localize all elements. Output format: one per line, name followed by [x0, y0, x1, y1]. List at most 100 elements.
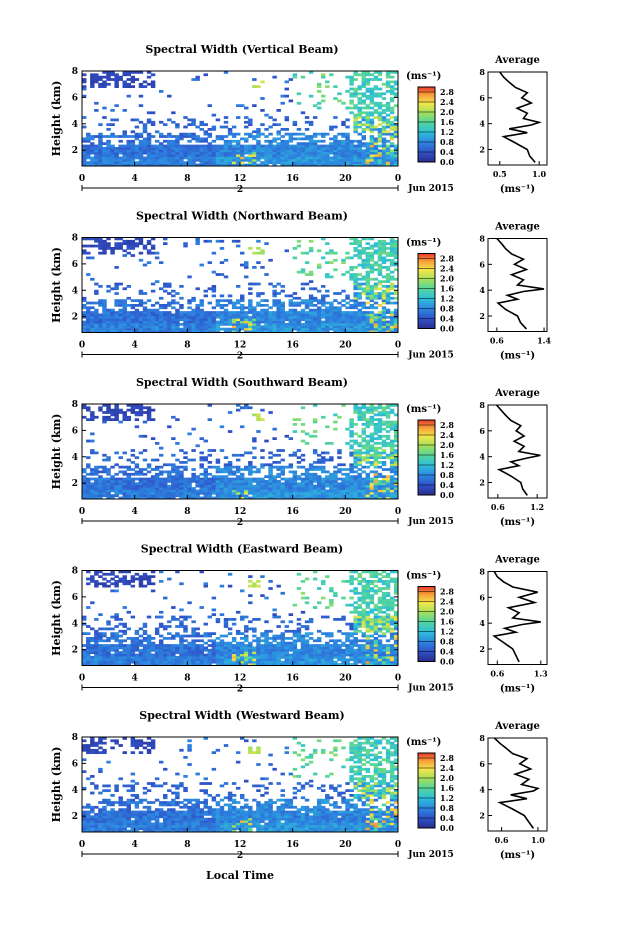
heatmap-cell — [260, 634, 265, 638]
heatmap-cell — [353, 294, 358, 298]
heatmap-cell — [353, 442, 358, 445]
heatmap-cell — [138, 330, 144, 333]
heatmap-cell — [195, 660, 200, 664]
heatmap-cell — [280, 484, 285, 488]
heatmap-cell — [321, 161, 326, 165]
heatmap-cell — [223, 663, 229, 666]
heatmap-cell — [142, 158, 148, 162]
heatmap-cell — [138, 494, 144, 498]
heatmap-cell — [385, 411, 391, 414]
heatmap-cell — [179, 639, 184, 643]
heatmap-cell — [98, 330, 103, 333]
heatmap-cell — [150, 244, 156, 248]
heatmap-cell — [264, 311, 269, 314]
heatmap-cell — [126, 156, 132, 160]
heatmap-cell — [98, 648, 103, 652]
heatmap-cell — [389, 315, 395, 319]
heatmap-cell — [82, 144, 87, 148]
heatmap-cell — [171, 615, 176, 619]
heatmap-cell — [276, 453, 281, 457]
average-y-tick-label: 2 — [479, 478, 485, 488]
heatmap-cell — [106, 308, 111, 312]
heatmap-cell — [381, 111, 387, 115]
heatmap-cell — [171, 477, 176, 481]
heatmap-cell — [377, 106, 383, 110]
heatmap-cell — [288, 301, 294, 305]
heatmap-cell — [215, 620, 221, 624]
heatmap-cell — [187, 491, 192, 495]
heatmap-cell — [288, 135, 294, 138]
heatmap-cell — [207, 477, 213, 481]
heatmap-cell — [280, 496, 285, 500]
heatmap-cell — [150, 120, 156, 124]
heatmap-cell — [199, 484, 204, 488]
heatmap-cell — [345, 315, 350, 319]
heatmap-cell — [296, 487, 302, 490]
heatmap-cell — [138, 575, 144, 579]
heatmap-cell — [102, 420, 107, 424]
heatmap-cell — [345, 251, 350, 255]
heatmap-cell — [195, 475, 200, 479]
heatmap-cell — [86, 646, 91, 650]
heatmap-cell — [118, 653, 123, 657]
heatmap-cell — [264, 489, 269, 493]
x-tick-label: 20 — [339, 507, 352, 517]
heatmap-cell — [134, 137, 140, 141]
heatmap-cell — [357, 277, 362, 281]
heatmap-cell — [296, 327, 302, 331]
heatmap-cell — [98, 239, 103, 243]
heatmap-cell — [86, 315, 91, 319]
heatmap-cell — [389, 135, 395, 138]
heatmap-cell — [122, 130, 127, 134]
heatmap-cell — [308, 156, 314, 160]
heatmap-cell — [377, 423, 383, 426]
heatmap-cell — [138, 315, 144, 319]
heatmap-cell — [86, 147, 91, 150]
heatmap-cell — [349, 434, 354, 438]
heatmap-cell — [280, 487, 285, 490]
heatmap-cell — [276, 482, 281, 486]
heatmap-cell — [231, 663, 237, 666]
heatmap-cell — [191, 627, 196, 631]
heatmap-cell — [304, 282, 310, 286]
heatmap-cell — [211, 128, 217, 131]
heatmap-cell — [199, 149, 204, 153]
heatmap-cell — [102, 311, 107, 314]
heatmap-cell — [235, 663, 241, 666]
heatmap-cell — [329, 327, 334, 331]
heatmap-cell — [389, 292, 395, 295]
y-tick-label: 6 — [72, 260, 78, 270]
heatmap-cell — [361, 487, 366, 490]
heatmap-cell — [82, 491, 87, 495]
heatmap-cell — [114, 266, 119, 269]
heatmap-cell — [361, 261, 366, 265]
heatmap-cell — [183, 646, 188, 650]
heatmap-cell — [337, 327, 342, 331]
heatmap-cell — [284, 156, 290, 160]
heatmap-cell — [389, 411, 395, 414]
heatmap-cell — [385, 275, 391, 279]
heatmap-cell — [98, 570, 103, 574]
heatmap-cell — [110, 132, 115, 136]
heatmap-cell — [361, 406, 366, 410]
heatmap-cell — [260, 653, 265, 657]
heatmap-cell — [292, 149, 298, 153]
heatmap-cell — [240, 306, 245, 310]
heatmap-cell — [353, 277, 358, 281]
heatmap-cell — [361, 465, 366, 469]
heatmap-cell — [110, 496, 115, 500]
heatmap-cell — [252, 627, 257, 631]
heatmap-cell — [98, 156, 103, 160]
heatmap-cell — [341, 135, 346, 138]
heatmap-cell — [357, 111, 362, 115]
heatmap-cell — [337, 456, 342, 460]
heatmap-cell — [373, 268, 379, 272]
heatmap-cell — [227, 489, 233, 493]
heatmap-cell — [163, 156, 168, 160]
heatmap-cell — [393, 118, 399, 122]
heatmap-cell — [126, 71, 132, 74]
average-x-tick-label: 1.4 — [537, 336, 551, 346]
heatmap-cell — [385, 477, 391, 481]
heatmap-cell — [365, 87, 371, 91]
heatmap-cell — [203, 156, 208, 160]
